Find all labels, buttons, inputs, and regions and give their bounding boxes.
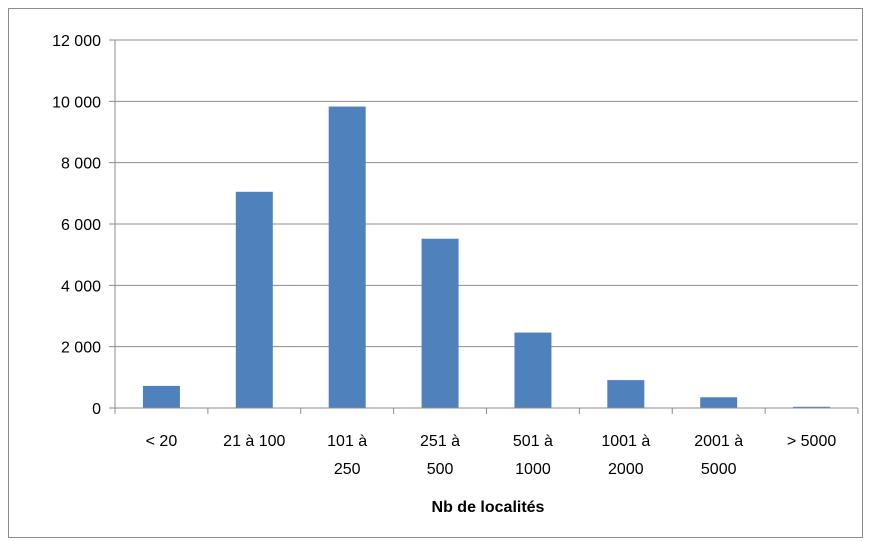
x-tick-label: 101 à 250	[327, 433, 367, 478]
y-tick-label: 12 000	[52, 33, 101, 50]
x-axis-title: Nb de localités	[432, 499, 545, 516]
bar	[514, 332, 552, 408]
x-tick-label: 21 à 100	[223, 433, 285, 450]
bar	[607, 380, 645, 408]
y-tick-label: 10 000	[52, 94, 101, 111]
bar	[328, 106, 366, 409]
y-tick-label: 4 000	[61, 278, 101, 295]
bar	[700, 397, 738, 408]
x-tick-label: 251 à 500	[420, 433, 460, 478]
bar	[421, 238, 459, 408]
bar	[142, 385, 180, 408]
gridlines	[115, 39, 858, 348]
y-tick-label: 6 000	[61, 217, 101, 234]
y-tick-label: 8 000	[61, 156, 101, 173]
y-tick-label: 2 000	[61, 340, 101, 357]
tick-labels: 0 2 000 4 000 6 000 8 000 10 000 12 000 < 20 21 …	[52, 33, 836, 478]
bars	[142, 106, 831, 409]
x-tick-label: > 5000	[787, 433, 836, 450]
bar	[793, 406, 831, 408]
y-tick-label: 0	[92, 401, 101, 418]
axes	[109, 39, 859, 414]
bar	[235, 191, 273, 408]
x-tick-label: < 20	[146, 433, 178, 450]
x-tick-label: 2001 à 5000	[694, 433, 743, 478]
x-tick-label: 501 à 1000	[513, 433, 553, 478]
x-tick-label: 1001 à 2000	[601, 433, 650, 478]
